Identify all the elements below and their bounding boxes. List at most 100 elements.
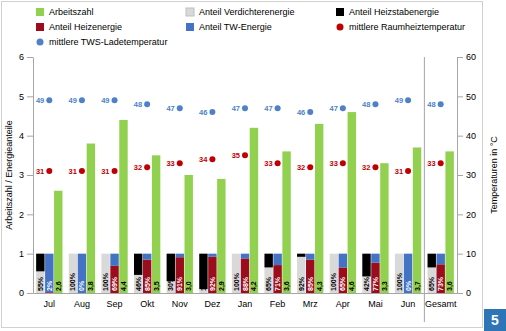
tick: Jun: [401, 293, 416, 309]
stacked-bar-segment: [134, 254, 142, 275]
bar-data-label: 4,6: [348, 281, 356, 291]
stacked-bar-segment: [371, 263, 379, 293]
point: [144, 101, 150, 107]
stacked-bar-segment: [134, 275, 142, 293]
point-data-label: 47: [264, 104, 272, 113]
bar: [152, 155, 160, 293]
stacked-bar-segment: [36, 271, 44, 293]
tick: Gesamt: [425, 293, 457, 309]
point: [372, 101, 378, 107]
point: [209, 109, 215, 115]
point: [307, 164, 313, 170]
tick-label: 4: [19, 131, 24, 141]
point: [46, 97, 52, 103]
tick: 4: [19, 131, 33, 141]
bar-data-label: 3,0: [185, 281, 193, 291]
stacked-bar-segment: [339, 267, 347, 293]
bar-data-label: 2,9: [218, 281, 226, 291]
tick-mark: [27, 136, 33, 137]
tick-label: Feb: [270, 299, 286, 309]
bar-data-label: 65%: [265, 276, 272, 291]
point-data-label: 48: [362, 100, 370, 109]
figure-badge: 5: [484, 309, 506, 331]
tick-mark: [457, 136, 463, 137]
bar-data-label: 71%: [274, 276, 281, 291]
tick: 10: [457, 249, 476, 259]
point-data-label: 46: [297, 108, 305, 117]
point-data-label: 33: [330, 159, 338, 168]
point-data-label: 48: [134, 100, 142, 109]
point-data-label: 47: [330, 104, 338, 113]
bar-data-label: 46%: [135, 276, 142, 291]
legend-item: mittlere Raumheiztemperatur: [337, 22, 466, 32]
stacked-bar-segment: [297, 257, 305, 293]
point-data-label: 47: [166, 104, 174, 113]
point-data-label: 33: [264, 159, 272, 168]
point: [438, 160, 444, 166]
tick-label: Jul: [44, 299, 56, 309]
y2-axis-title: Temperaturen in °C: [489, 136, 499, 214]
point: [242, 105, 248, 111]
tick-label: 10: [466, 249, 476, 259]
tick: 50: [457, 92, 476, 102]
point-data-label: 49: [69, 96, 77, 105]
bar-data-label: 30%: [167, 276, 174, 291]
point: [275, 160, 281, 166]
stacked-bar-segment: [208, 254, 216, 257]
badge-label: 5: [491, 312, 499, 328]
bar-data-label: 0%: [78, 280, 85, 291]
stacked-bar-segment: [69, 253, 77, 254]
tick-label: Sep: [107, 299, 123, 309]
stacked-bar-segment: [110, 266, 118, 293]
tick-label: Apr: [336, 299, 350, 309]
stacked-bar-segment: [176, 254, 184, 258]
stacked-bar-segment: [436, 254, 444, 265]
bar-data-label: 85%: [307, 276, 314, 291]
bar-data-label: 3,6: [283, 281, 291, 291]
tick: 40: [457, 131, 476, 141]
bar-data-label: 100%: [233, 272, 240, 291]
bar-data-label: 100%: [102, 272, 109, 291]
point-data-label: 31: [101, 167, 109, 176]
point: [307, 109, 313, 115]
bar-data-label: 100%: [69, 272, 76, 291]
bar: [282, 151, 290, 293]
point-data-label: 31: [395, 167, 403, 176]
tick-mark: [27, 293, 33, 294]
axis-line: [34, 293, 458, 294]
point: [79, 168, 85, 174]
point: [438, 101, 444, 107]
bar: [413, 147, 421, 293]
tick-mark: [27, 175, 33, 176]
bar-data-label: 77%: [372, 276, 379, 291]
tick: 6: [19, 52, 33, 62]
tick-label: 60: [466, 52, 476, 62]
y2-axis: 0102030405060: [457, 52, 476, 298]
tick-label: Mai: [368, 299, 383, 309]
tick-mark: [27, 96, 33, 97]
tick-label: 40: [466, 131, 476, 141]
bar-data-label: 65%: [428, 276, 435, 291]
bar: [119, 120, 127, 293]
point-data-label: 35: [232, 151, 240, 160]
bar-data-label: 100%: [330, 272, 337, 291]
tick-label: 50: [466, 92, 476, 102]
tick-label: Mrz: [303, 299, 318, 309]
chart-frame: [2, 2, 483, 328]
point: [405, 168, 411, 174]
tick-label: 20: [466, 210, 476, 220]
point: [242, 152, 248, 158]
stacked-bar-segment: [428, 267, 436, 293]
tick-label: 0: [19, 288, 24, 298]
point: [275, 105, 281, 111]
bar-data-label: 100%: [396, 272, 403, 291]
point-data-label: 34: [199, 155, 208, 164]
tick-label: Jun: [401, 299, 416, 309]
tick: Feb: [270, 293, 286, 309]
point: [177, 105, 183, 111]
point-data-label: 48: [427, 100, 435, 109]
stacked-bar-segment: [232, 254, 240, 293]
stacked-bar-segment: [330, 253, 338, 254]
legend-swatch: [337, 24, 344, 31]
bar-data-label: 88%: [242, 276, 249, 291]
